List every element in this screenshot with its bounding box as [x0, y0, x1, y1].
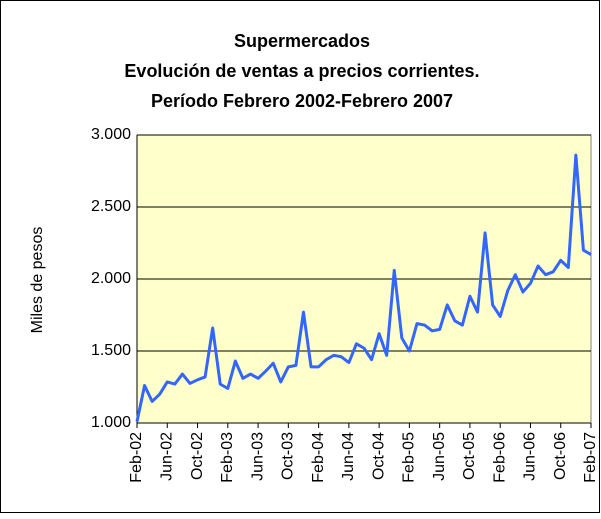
x-tick-label: Feb-06 — [491, 432, 508, 483]
x-tick-label: Feb-03 — [219, 432, 236, 483]
x-tick-label: Oct-02 — [189, 432, 206, 480]
y-tick-label: 3.000 — [91, 126, 131, 143]
x-tick-label: Oct-06 — [552, 432, 569, 480]
x-tick-label: Jun-06 — [522, 432, 539, 481]
x-tick-label: Feb-02 — [128, 432, 145, 483]
y-tick-label: 1.000 — [91, 414, 131, 431]
x-tick-label: Jun-03 — [249, 432, 266, 481]
chart-title: Supermercados — [234, 31, 370, 51]
x-tick-label: Oct-04 — [370, 432, 387, 480]
chart-title: Período Febrero 2002-Febrero 2007 — [151, 91, 453, 111]
chart-title: Evolución de ventas a precios corrientes… — [124, 61, 479, 81]
x-tick-label: Jun-02 — [158, 432, 175, 481]
y-tick-label: 1.500 — [91, 342, 131, 359]
x-tick-label: Oct-03 — [280, 432, 297, 480]
x-tick-label: Feb-07 — [582, 432, 599, 483]
x-tick-label: Feb-04 — [310, 432, 327, 483]
data-line — [135, 153, 592, 422]
x-tick-label: Jun-05 — [431, 432, 448, 481]
x-tick-label: Oct-05 — [461, 432, 478, 480]
y-tick-label: 2.000 — [91, 270, 131, 287]
x-tick-label: Feb-05 — [401, 432, 418, 483]
y-tick-label: 2.500 — [91, 198, 131, 215]
y-axis-label: Miles de pesos — [29, 227, 46, 334]
x-tick-label: Jun-04 — [340, 432, 357, 481]
